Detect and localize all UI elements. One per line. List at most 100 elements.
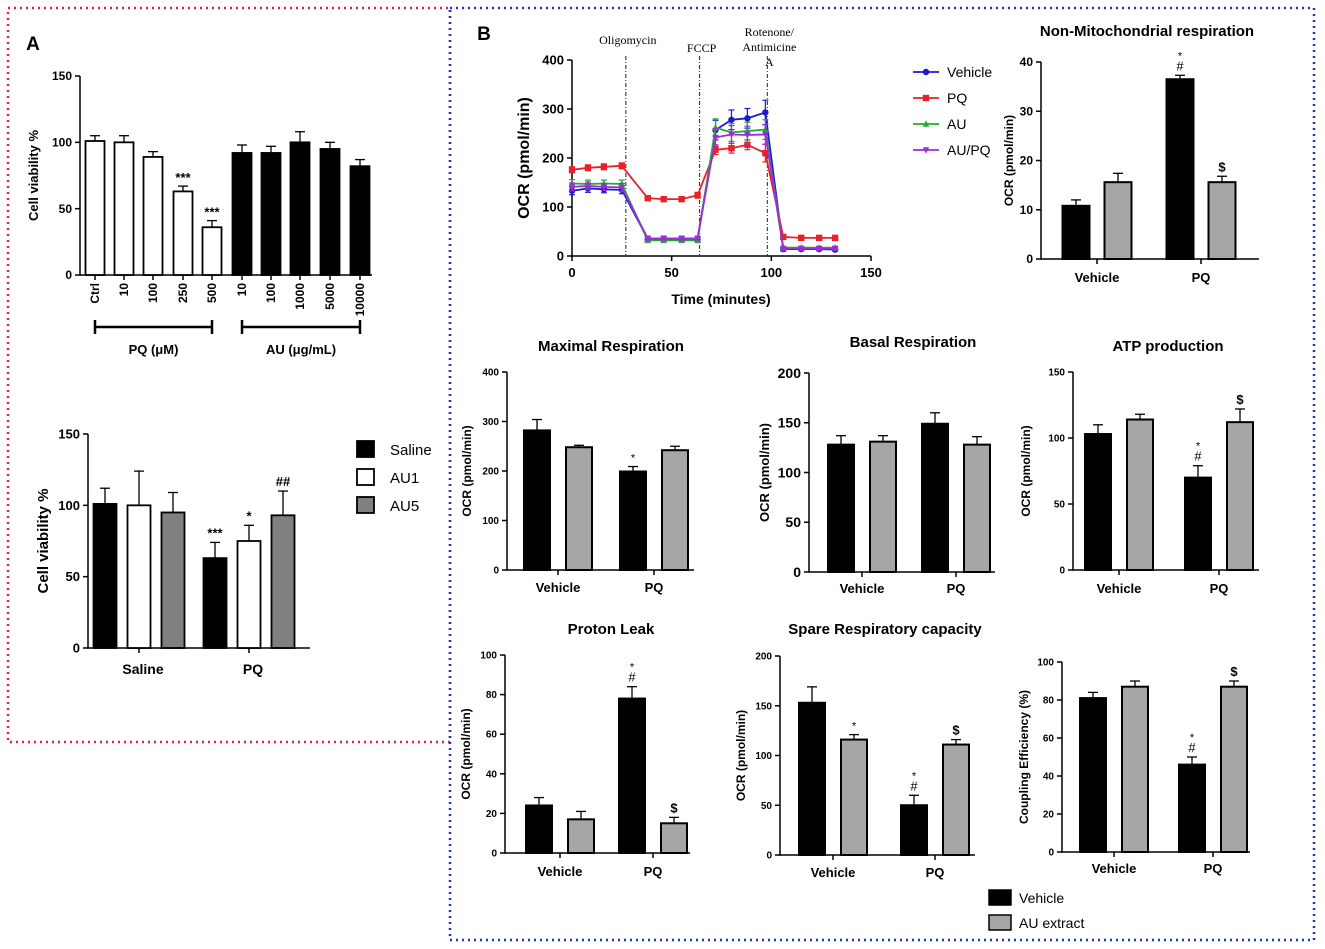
- data-point: [922, 147, 930, 154]
- y-tick-label: 100: [58, 498, 80, 513]
- panel-a-label: A: [26, 34, 40, 55]
- bar-panel-title: ATP production: [1112, 338, 1223, 355]
- y-tick-label: 0: [73, 641, 80, 656]
- legend-label: AU/PQ: [947, 142, 991, 158]
- data-point: [660, 235, 667, 243]
- y-tick-label: 0: [1048, 848, 1054, 859]
- panel-a-border: [6, 6, 452, 744]
- legend-swatch: [988, 889, 1012, 906]
- bar-panel-category-label: Vehicle: [811, 865, 856, 880]
- bar-panel-category-label: PQ: [926, 865, 945, 880]
- viability-bar: [172, 190, 194, 276]
- x-tick-label: 150: [860, 265, 882, 280]
- viability-bar: [349, 165, 371, 276]
- data-point: [568, 166, 576, 173]
- legend-swatch: [356, 496, 375, 514]
- data-point: [762, 149, 769, 157]
- y-tick-label: 50: [59, 202, 73, 216]
- bar-panel-atp: 0 50 100 150 ATP production OCR (pmol/min) Veh…: [1019, 338, 1259, 596]
- significance-marker: *: [630, 662, 635, 674]
- significance-marker: *: [1196, 441, 1201, 453]
- bar-panel-category-label: PQ: [645, 580, 664, 595]
- data-point: [922, 94, 930, 102]
- data-point: [798, 245, 805, 253]
- y-tick-label: 400: [482, 368, 499, 379]
- group-bar: [92, 503, 118, 649]
- bar-panel-title: Basal Respiration: [850, 334, 977, 351]
- bar-panel-y-label: OCR (pmol/min): [1002, 115, 1016, 206]
- legend-swatch: [356, 468, 375, 486]
- bar-panel-bar: [525, 804, 553, 854]
- legend-label: AU1: [390, 470, 419, 487]
- bar-panel-category-label: Vehicle: [1097, 581, 1142, 596]
- viability-chart: 0 50 100 150 Cell viability % Ctrl 10 100 250 500…: [26, 69, 372, 357]
- bar-panel-coupling: 0 20 40 60 80 100 Coupling Efficiency (%) Vehic…: [1017, 658, 1250, 876]
- y-tick-label: 50: [761, 801, 773, 812]
- bar-panel-bar: [1207, 181, 1237, 260]
- y-tick-label: 100: [482, 516, 499, 527]
- legend-label: AU: [947, 116, 966, 132]
- bar-panel-category-label: PQ: [1204, 861, 1223, 876]
- data-point: [831, 245, 839, 253]
- significance-marker: *: [1190, 732, 1195, 744]
- y-tick-label: 60: [486, 730, 498, 741]
- x-tick-label: 50: [664, 265, 678, 280]
- viability-y-label: Cell viability %: [26, 130, 41, 221]
- bar-panel-y-label: OCR (pmol/min): [1019, 425, 1033, 516]
- y-tick-label: 300: [542, 102, 564, 117]
- group-y-label: Cell viability %: [35, 488, 52, 593]
- data-point: [600, 163, 608, 171]
- data-point: [694, 192, 701, 199]
- group-category-label: PQ: [243, 661, 263, 677]
- data-point: [678, 195, 685, 203]
- group-label: AU (μg/mL): [266, 342, 336, 357]
- viability-bar: [260, 152, 282, 276]
- bar-panel-non-mitochondrial: 0 10 20 30 40 Non-Mitochondrial respiration OC…: [1002, 23, 1259, 285]
- y-tick-label: 40: [1020, 55, 1034, 69]
- data-point: [600, 184, 608, 191]
- data-point: [728, 145, 735, 152]
- bar-panel-bar: [1226, 421, 1254, 571]
- significance-marker: #: [910, 778, 918, 793]
- significance-marker: ##: [276, 474, 291, 489]
- bar-panel-bar: [1184, 476, 1212, 572]
- significance-marker: $: [1218, 159, 1226, 174]
- bar-panel-category-label: PQ: [1210, 581, 1229, 596]
- bar-panel-bar: [798, 701, 826, 857]
- bar-panel-y-label: OCR (pmol/min): [757, 423, 772, 522]
- significance-marker: $: [952, 723, 960, 738]
- bar-panel-category-label: Vehicle: [538, 864, 583, 879]
- legend-swatch: [356, 440, 375, 458]
- y-tick-label: 80: [1043, 696, 1055, 707]
- x-tick-label: 0: [568, 265, 575, 280]
- bar-panel-bar: [565, 446, 593, 571]
- bar-panel-bar: [840, 738, 868, 857]
- y-tick-label: 100: [542, 200, 564, 215]
- y-tick-label: 100: [480, 651, 497, 662]
- viability-category-label: 250: [176, 283, 190, 303]
- viability-category-label: 5000: [323, 283, 337, 310]
- bar-panel-spare: 0 50 100 150 200 Spare Respiratory capacity OC…: [734, 621, 982, 880]
- data-point: [815, 245, 823, 253]
- bar-panel-bar: [1121, 685, 1149, 854]
- bar-panel-bar: [869, 440, 897, 573]
- significance-marker: $: [1230, 664, 1238, 679]
- y-tick-label: 10: [1020, 203, 1034, 217]
- significance-marker: $: [670, 800, 678, 815]
- injection-label-line: A: [765, 55, 774, 69]
- bar-panel-y-label: OCR (pmol/min): [459, 708, 473, 799]
- y-tick-label: 100: [778, 464, 802, 480]
- y-tick-label: 20: [1020, 154, 1034, 168]
- bar-panel-category-label: Vehicle: [536, 580, 581, 595]
- data-point: [780, 245, 787, 253]
- legend-label: Vehicle: [1019, 890, 1064, 906]
- group-bar: [270, 514, 296, 649]
- y-tick-label: 20: [1043, 810, 1055, 821]
- ocr-x-label: Time (minutes): [671, 291, 770, 307]
- bar-panel-bar: [523, 429, 551, 571]
- bar-panel-bar: [921, 422, 949, 573]
- bar-panel-category-label: PQ: [644, 864, 663, 879]
- viability-bar: [319, 148, 341, 276]
- bar-panel-bar: [1084, 433, 1112, 572]
- panel-b-border: [448, 6, 1316, 942]
